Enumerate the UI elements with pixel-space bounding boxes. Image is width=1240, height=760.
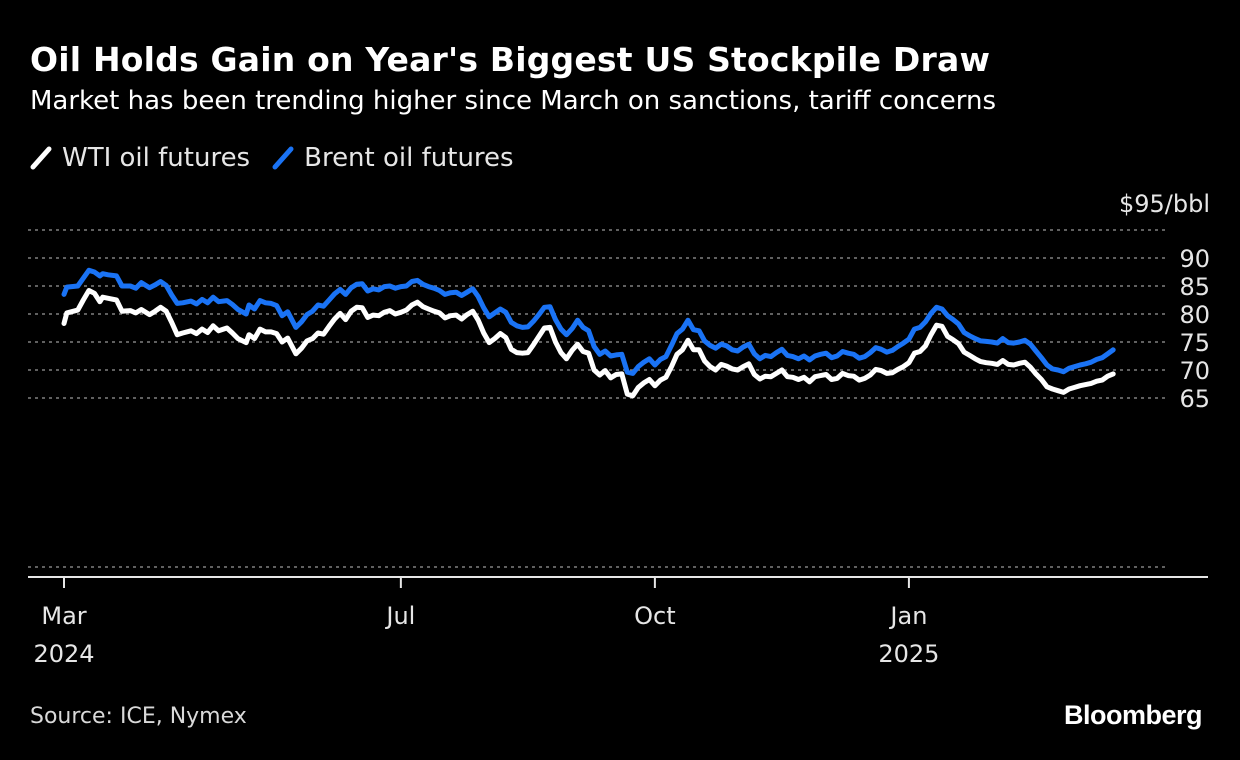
series-line-brent xyxy=(61,267,1116,376)
chart-title: Oil Holds Gain on Year's Biggest US Stoc… xyxy=(30,40,991,79)
source-note: Source: ICE, Nymex xyxy=(30,704,247,729)
chart-subtitle: Market has been trending higher since Ma… xyxy=(30,86,997,116)
y-tick-label-90: 90 xyxy=(1179,245,1210,273)
legend-label-brent: Brent oil futures xyxy=(304,143,514,173)
legend-swatch-wti xyxy=(30,146,52,170)
y-unit-label: $95/bbl xyxy=(1119,190,1210,218)
y-tick-label-70: 70 xyxy=(1179,357,1210,385)
y-tick-label-85: 85 xyxy=(1179,273,1210,301)
y-tick-label-65: 65 xyxy=(1179,385,1210,413)
x-tick-label-jul: Jul xyxy=(384,602,415,630)
legend-swatch-wti-line xyxy=(30,146,52,170)
x-tick-label-oct: Oct xyxy=(634,602,676,630)
x-tick-sublabel-2025: 2025 xyxy=(878,640,939,668)
chart-legend: WTI oil futures Brent oil futures xyxy=(30,140,514,176)
bloomberg-logo: Bloomberg xyxy=(1063,700,1203,730)
y-tick-label-80: 80 xyxy=(1179,301,1210,329)
x-tick-label-jan: Jan xyxy=(888,602,927,630)
legend-item-brent: Brent oil futures xyxy=(272,143,514,173)
y-tick-label-75: 75 xyxy=(1179,329,1210,357)
legend-swatch-brent xyxy=(272,146,294,170)
x-tick-label-mar: Mar xyxy=(41,602,86,630)
legend-label-wti: WTI oil futures xyxy=(62,143,251,173)
series-line-wti xyxy=(61,288,1116,399)
x-tick-sublabel-2024: 2024 xyxy=(33,640,94,668)
legend-swatch-brent-line xyxy=(272,146,294,170)
legend-item-wti: WTI oil futures xyxy=(30,143,250,173)
